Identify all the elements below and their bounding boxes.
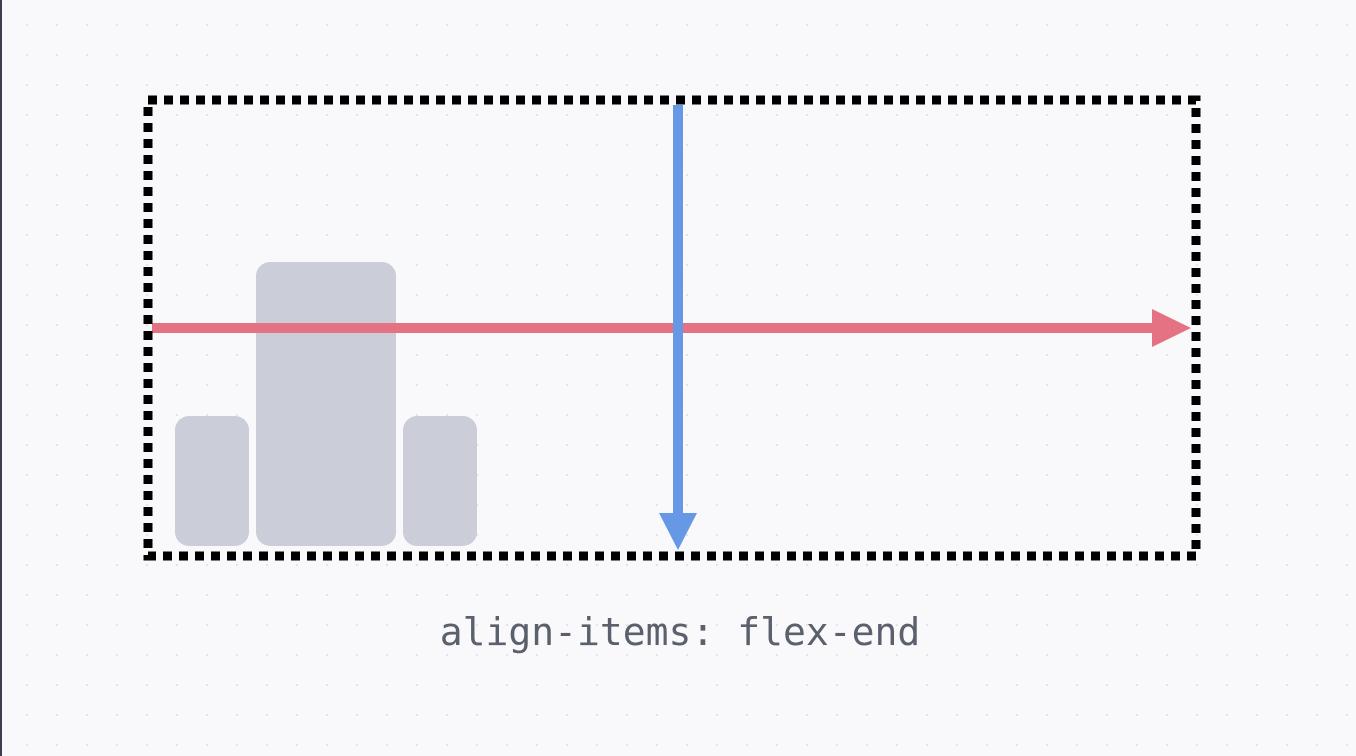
flex-item-3 — [403, 416, 477, 546]
flex-item-1 — [175, 416, 249, 546]
caption-text: align-items: flex-end — [439, 610, 921, 654]
flex-item-2 — [256, 262, 396, 546]
main-axis-arrowhead — [1152, 309, 1191, 347]
cross-axis-arrowhead — [659, 513, 697, 550]
